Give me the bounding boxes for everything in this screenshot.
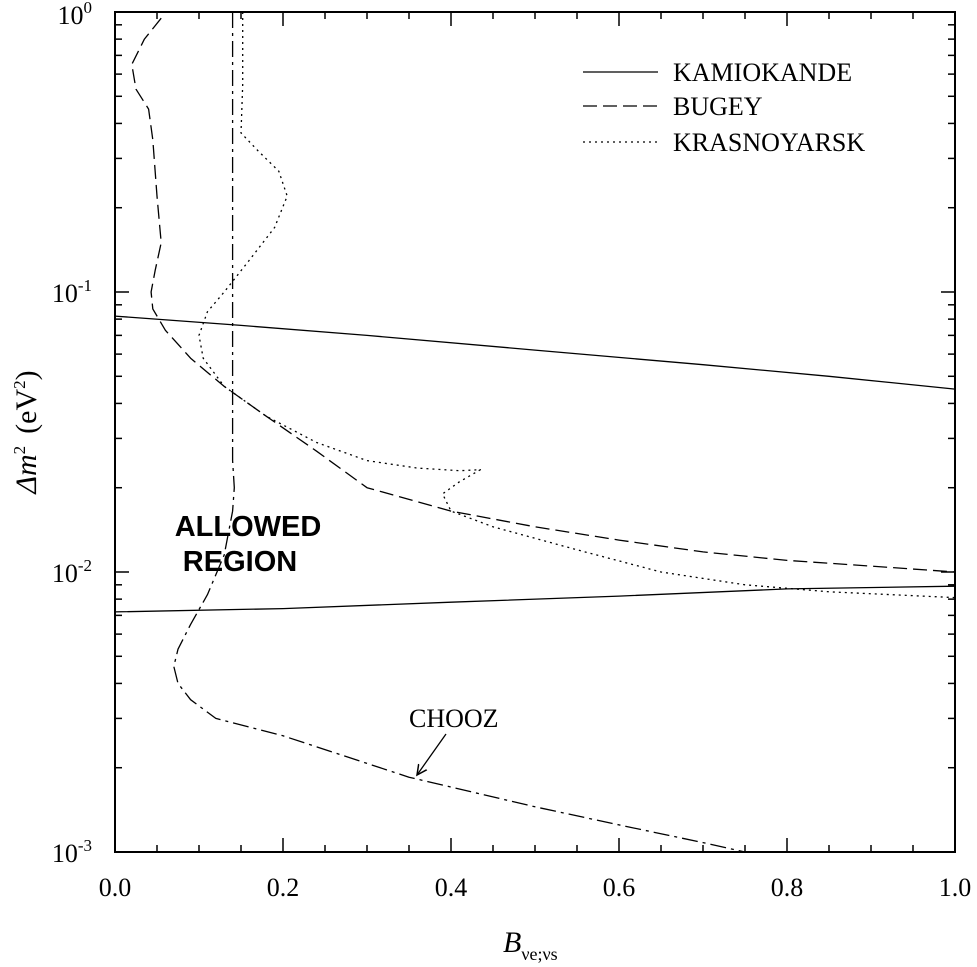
y-tick-label: 10-2 (52, 556, 92, 588)
annotation-allowed: ALLOWED (175, 511, 322, 543)
x-tick-label: 0.0 (99, 873, 132, 902)
x-tick-label: 0.4 (435, 873, 468, 902)
legend-label-kamiokande: KAMIOKANDE (673, 58, 852, 87)
chooz-arrow (417, 733, 447, 775)
series-line-bugey (131, 17, 956, 573)
y-axis-label: Δm2(eV2) (10, 370, 43, 494)
x-tick-label: 1.0 (939, 873, 972, 902)
series-line-chooz (173, 12, 746, 853)
legend-label-bugey: BUGEY (673, 92, 763, 121)
annotation-chooz: CHOOZ (409, 704, 499, 733)
annotation-region: REGION (183, 546, 297, 578)
y-tick-label: 100 (58, 0, 93, 30)
series-line-kamiokande (114, 315, 956, 390)
legend-label-krasnoyarsk: KRASNOYARSK (673, 128, 865, 157)
x-axis-label: Bνe;νs (503, 926, 558, 964)
y-tick-labels: 10-3 10-2 10-1 100 (52, 0, 92, 868)
y-tick-label: 10-1 (52, 276, 92, 308)
x-tick-label: 0.8 (771, 873, 804, 902)
series-line-krasnoyarsk (198, 12, 956, 599)
y-tick-label: 10-3 (52, 836, 92, 868)
x-tick-label: 0.6 (603, 873, 636, 902)
x-tick-label: 0.2 (267, 873, 300, 902)
x-tick-labels: 0.0 0.2 0.4 0.6 0.8 1.0 (99, 873, 972, 902)
legend: KAMIOKANDE BUGEY KRASNOYARSK (583, 58, 865, 157)
series-line-kamiokande (114, 585, 956, 613)
tick-marks (114, 12, 956, 853)
series-group (114, 12, 956, 853)
